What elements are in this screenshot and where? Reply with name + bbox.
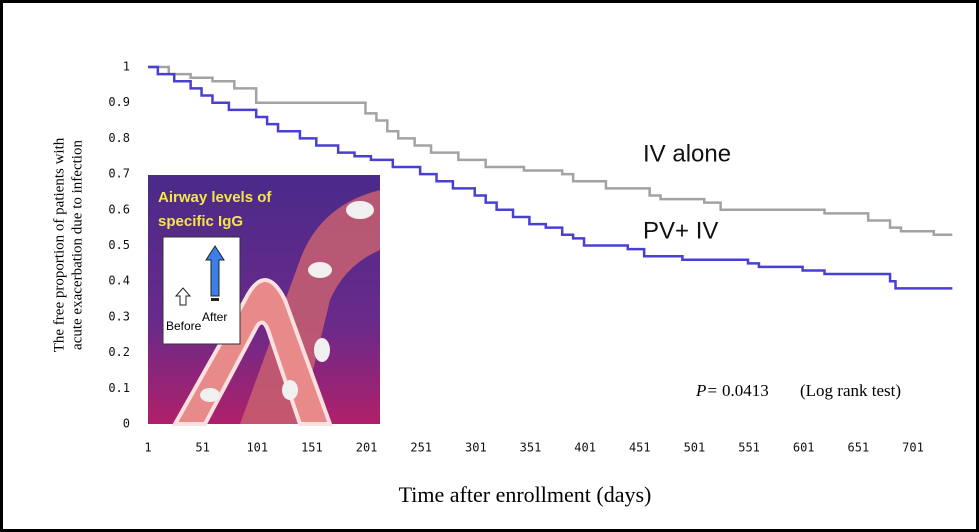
x-tick-label: 451: [629, 441, 651, 455]
annotation: 0.0413: [722, 381, 769, 400]
cell: [314, 338, 330, 362]
annotation: (Log rank test): [800, 381, 901, 400]
x-tick-label: 651: [848, 441, 870, 455]
x-tick-label: 51: [195, 441, 209, 455]
inset-title: Airway levels of: [158, 189, 272, 206]
y-tick-label: 0.2: [108, 345, 130, 359]
x-tick-label: 1: [144, 441, 151, 455]
series-label: IV alone: [643, 140, 731, 167]
annotation: P=: [695, 381, 718, 400]
x-tick-label: 101: [246, 441, 268, 455]
x-title: Time after enrollment (days): [399, 482, 652, 507]
x-tick-label: 301: [465, 441, 487, 455]
y-tick-label: 0.6: [108, 202, 130, 216]
x-tick-label: 601: [793, 441, 815, 455]
y-title: acute exacerbation due to infection: [69, 140, 85, 350]
y-tick-label: 0.9: [108, 95, 130, 109]
x-tick-label: 401: [574, 441, 596, 455]
y-title: The free proportion of patients with: [51, 137, 67, 352]
x-tick-label: 151: [301, 441, 323, 455]
cell: [308, 262, 332, 278]
y-tick-label: 0.3: [108, 309, 130, 323]
arrow-base: [211, 298, 219, 301]
y-tick-label: 0.7: [108, 167, 130, 181]
chart: The free proportion of patients with acu…: [0, 0, 979, 532]
cell: [346, 201, 374, 219]
x-tick-label: 501: [684, 441, 706, 455]
y-tick-label: 0.1: [108, 381, 130, 395]
x-tick-label: 251: [410, 441, 432, 455]
y-tick-label: 0.8: [108, 131, 130, 145]
y-tick-label: 0: [123, 417, 130, 431]
cell: [282, 380, 298, 400]
y-tick-label: 0.5: [108, 238, 130, 252]
series-label: PV+ IV: [643, 217, 718, 244]
x-tick-label: 551: [738, 441, 760, 455]
y-tick-label: 0.4: [108, 274, 130, 288]
x-tick-label: 701: [902, 441, 924, 455]
x-tick-label: 351: [520, 441, 542, 455]
inset-title: specific IgG: [158, 213, 243, 230]
inset-before: Before: [166, 319, 202, 333]
y-tick-label: 1: [123, 60, 130, 74]
inset: Airway levels of specific IgG Before Aft…: [148, 175, 380, 424]
cell: [200, 388, 220, 402]
inset-after: After: [202, 310, 227, 324]
x-tick-label: 201: [356, 441, 378, 455]
